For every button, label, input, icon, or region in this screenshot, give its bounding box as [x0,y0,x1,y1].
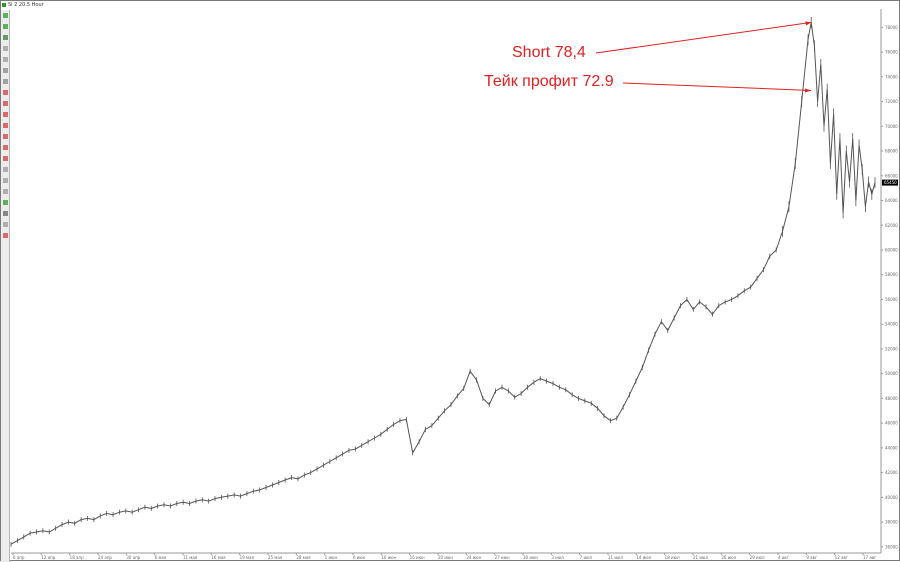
y-tick-label: 54000 [885,322,898,327]
x-tick-label: 30 июн [523,555,538,560]
window-titlebar: Si 2 20.5 Hour [2,2,62,9]
take-profit-annotation-label: Тейк профит 72.9 [484,73,614,90]
take-profit-annotation-arrow [622,82,812,91]
pen-icon[interactable] [3,178,8,183]
x-tick-label: 11 мая [183,555,198,560]
short-annotation-arrow [595,21,812,54]
x-tick-label: 12 апр [41,555,55,560]
x-tick-label: 17 авг [863,555,876,560]
crosshair-icon[interactable] [3,24,8,29]
x-tick-label: 4 авг [778,555,789,560]
x-tick-label: 14 июл [636,555,651,560]
x-tick-label: 6 июн [353,555,366,560]
x-tick-label: 28 мая [296,555,311,560]
y-tick-label: 76000 [885,50,898,55]
y-tick-label: 36000 [885,544,898,549]
app-icon [2,2,6,7]
drawing-toolbar [1,10,10,562]
current-price-box [882,179,898,186]
y-tick-label: 40000 [885,495,898,500]
vertical-line-icon[interactable] [3,112,8,117]
indicator-icon[interactable] [3,200,8,205]
horizontal-line-icon[interactable] [3,101,8,106]
ellipse-icon[interactable] [3,167,8,172]
x-tick-label: 27 июн [495,555,510,560]
cursor-icon[interactable] [3,13,8,18]
x-tick-label: 12 авг [835,555,848,560]
y-tick-label: 70000 [885,124,898,129]
x-tick-label: 19 мая [240,555,255,560]
y-tick-label: 38000 [885,520,898,525]
y-tick-label: 72000 [885,99,898,104]
x-tick-label: 10 июн [381,555,396,560]
y-tick-label: 46000 [885,421,898,426]
y-tick-label: 56000 [885,297,898,302]
arrow-icon[interactable] [3,35,8,40]
x-tick-label: 1 июн [325,555,338,560]
take-profit-arrowhead [805,88,812,93]
y-tick-label: 50000 [885,371,898,376]
zoom-in-icon[interactable] [3,68,8,73]
x-tick-label: 25 мая [268,555,283,560]
window-title: Si 2 20.5 Hour [8,2,44,8]
x-tick-label: 26 июл [721,555,736,560]
hand-icon[interactable] [3,57,8,62]
x-tick-label: 18 апр [70,555,84,560]
x-tick-label: 20 июн [438,555,453,560]
y-tick-label: 74000 [885,74,898,79]
x-tick-label: 7 июл [580,555,593,560]
x-tick-label: 21 июл [693,555,708,560]
x-tick-label: 6 мая [155,555,167,560]
y-tick-label: 58000 [885,272,898,277]
layers-icon[interactable] [3,222,8,227]
fibonacci-icon[interactable] [3,134,8,139]
y-tick-label: 42000 [885,470,898,475]
x-tick-label: 24 июн [466,555,481,560]
short-arrowhead [805,21,812,26]
channel-icon[interactable] [3,123,8,128]
y-tick-label: 52000 [885,346,898,351]
y-tick-label: 66000 [885,173,898,178]
price-series-line [10,22,876,545]
trend-line-icon[interactable] [3,90,8,95]
delete-icon[interactable] [3,233,8,238]
y-tick-label: 68000 [885,149,898,154]
x-tick-label: 9 авг [806,555,817,560]
eraser-icon[interactable] [3,189,8,194]
y-tick-label: 78000 [885,25,898,30]
y-tick-label: 48000 [885,396,898,401]
current-price-label: 65450 [884,180,897,185]
settings-icon[interactable] [3,211,8,216]
y-tick-label: 60000 [885,247,898,252]
y-tick-label: 44000 [885,445,898,450]
x-tick-label: 16 мая [211,555,226,560]
y-tick-label: 62000 [885,223,898,228]
y-tick-label: 64000 [885,198,898,203]
zoom-out-icon[interactable] [3,79,8,84]
x-tick-label: 3 июл [551,555,564,560]
x-tick-label: 16 июн [410,555,425,560]
text-icon[interactable] [3,145,8,150]
x-tick-label: 11 июл [608,555,623,560]
rectangle-icon[interactable] [3,156,8,161]
x-tick-label: 18 июл [665,555,680,560]
x-tick-label: 24 апр [98,555,112,560]
short-annotation-label: Short 78,4 [512,44,586,61]
x-tick-label: 30 апр [126,555,140,560]
ruler-icon[interactable] [3,46,8,51]
x-tick-label: 29 июл [750,555,765,560]
x-tick-label: 6 апр [13,555,25,560]
